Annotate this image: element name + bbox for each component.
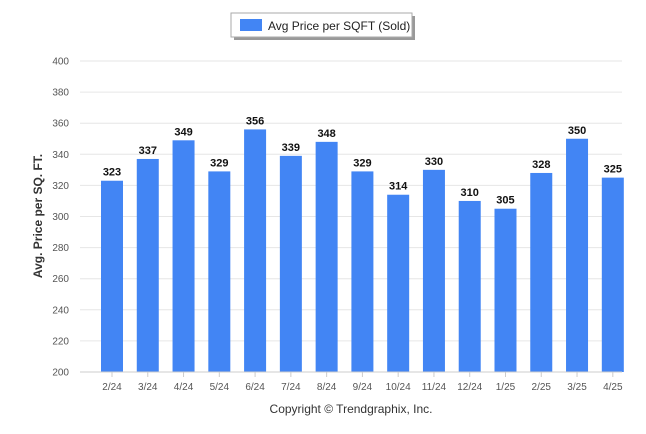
y-tick-label: 280 bbox=[52, 243, 69, 254]
data-label: 330 bbox=[425, 156, 443, 168]
y-tick-label: 300 bbox=[52, 212, 69, 223]
y-tick-label: 360 bbox=[52, 119, 69, 130]
y-tick-label: 260 bbox=[52, 274, 69, 285]
bar bbox=[101, 180, 123, 372]
bar bbox=[494, 208, 517, 372]
data-labels: 323 337 349 329 356 339 348 329 314 330 310 305 328 3… bbox=[103, 115, 622, 206]
legend-swatch bbox=[240, 19, 262, 31]
y-axis-ticks: 200 220 240 260 280 300 320 340 360 380 400 bbox=[52, 57, 69, 379]
bar bbox=[172, 140, 195, 372]
x-tick-label: 5/24 bbox=[210, 382, 230, 393]
data-label: 325 bbox=[604, 164, 622, 176]
data-label: 356 bbox=[246, 115, 264, 127]
x-tick-label: 3/24 bbox=[138, 382, 158, 393]
data-label: 348 bbox=[317, 128, 335, 140]
data-label: 349 bbox=[174, 126, 192, 138]
data-label: 328 bbox=[532, 159, 550, 171]
x-tick-label: 12/24 bbox=[457, 382, 482, 393]
bar bbox=[601, 177, 624, 372]
x-tick-label: 7/24 bbox=[281, 382, 301, 393]
y-tick-label: 200 bbox=[52, 368, 69, 379]
y-tick-label: 380 bbox=[52, 88, 69, 99]
bar bbox=[351, 171, 374, 372]
copyright-text: Copyright © Trendgraphix, Inc. bbox=[270, 402, 433, 416]
bar bbox=[387, 194, 410, 372]
bar bbox=[422, 169, 445, 372]
bar bbox=[566, 138, 589, 372]
data-label: 339 bbox=[282, 142, 300, 154]
y-tick-label: 400 bbox=[52, 57, 69, 68]
y-tick-label: 240 bbox=[52, 305, 69, 316]
data-label: 323 bbox=[103, 167, 121, 179]
legend-label: Avg Price per SQFT (Sold) bbox=[268, 19, 410, 33]
bar bbox=[208, 171, 231, 372]
bar bbox=[136, 158, 159, 372]
x-tick-label: 4/24 bbox=[174, 382, 194, 393]
bar bbox=[315, 141, 338, 372]
y-tick-label: 320 bbox=[52, 181, 69, 192]
x-tick-label: 10/24 bbox=[386, 382, 411, 393]
y-axis-title: Avg. Price per SQ. FT. bbox=[31, 154, 45, 278]
x-tick-label: 8/24 bbox=[317, 382, 337, 393]
x-tick-label: 3/25 bbox=[567, 382, 587, 393]
bar bbox=[530, 172, 553, 372]
legend: Avg Price per SQFT (Sold) bbox=[230, 12, 415, 40]
x-tick-label: 4/25 bbox=[603, 382, 623, 393]
data-label: 329 bbox=[353, 157, 371, 169]
data-label: 310 bbox=[461, 187, 479, 199]
data-label: 350 bbox=[568, 125, 586, 137]
x-tick-label: 2/25 bbox=[532, 382, 552, 393]
y-tick-label: 220 bbox=[52, 336, 69, 347]
x-tick-label: 6/24 bbox=[245, 382, 265, 393]
x-tick-label: 9/24 bbox=[353, 382, 373, 393]
data-label: 329 bbox=[210, 157, 228, 169]
x-tick-label: 2/24 bbox=[102, 382, 122, 393]
data-label: 305 bbox=[496, 195, 514, 207]
bar bbox=[279, 155, 302, 372]
data-label: 337 bbox=[139, 145, 157, 157]
bar bbox=[458, 200, 481, 372]
data-label: 314 bbox=[389, 181, 408, 193]
bar bbox=[244, 129, 267, 372]
bars bbox=[101, 129, 624, 372]
x-tick-label: 11/24 bbox=[422, 382, 447, 393]
x-tick-label: 1/25 bbox=[496, 382, 516, 393]
x-axis-ticks: 2/24 3/24 4/24 5/24 6/24 7/24 8/24 9/24 10/24 11/… bbox=[102, 372, 623, 393]
y-tick-label: 340 bbox=[52, 150, 69, 161]
